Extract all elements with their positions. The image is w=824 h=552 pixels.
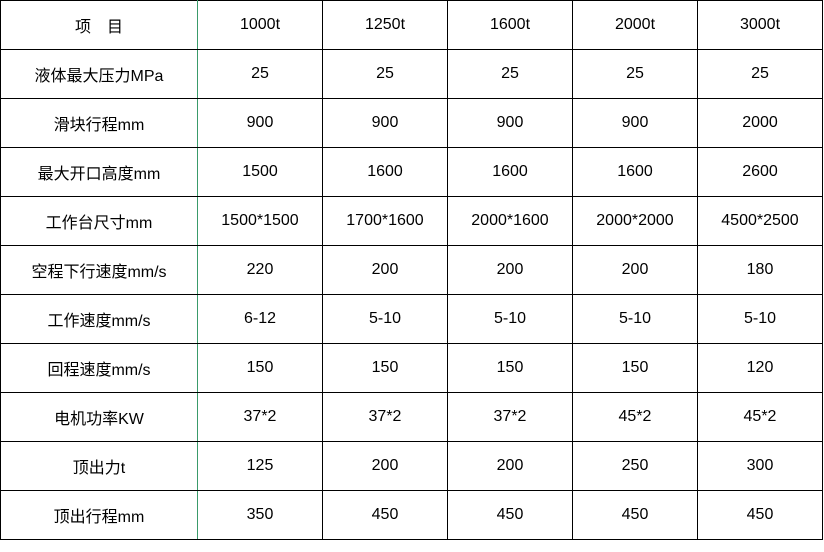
- value-cell: 1500: [197, 147, 323, 197]
- value-cell: 350: [197, 490, 323, 540]
- value-cell: 200: [447, 441, 573, 491]
- value-cell: 450: [322, 490, 448, 540]
- value-cell: 450: [447, 490, 573, 540]
- table-row: 回程速度mm/s 150 150 150 150 120: [0, 343, 823, 393]
- value-cell: 450: [697, 490, 823, 540]
- row-label: 顶出力t: [0, 441, 198, 491]
- row-label: 空程下行速度mm/s: [0, 245, 198, 295]
- value-cell: 45*2: [572, 392, 698, 442]
- table-row: 工作速度mm/s 6-12 5-10 5-10 5-10 5-10: [0, 294, 823, 344]
- value-cell: 2600: [697, 147, 823, 197]
- row-label: 电机功率KW: [0, 392, 198, 442]
- row-label: 工作速度mm/s: [0, 294, 198, 344]
- table-row: 最大开口高度mm 1500 1600 1600 1600 2600: [0, 147, 823, 197]
- value-cell: 200: [322, 245, 448, 295]
- value-cell: 250: [572, 441, 698, 491]
- value-cell: 300: [697, 441, 823, 491]
- value-cell: 1600: [322, 147, 448, 197]
- value-cell: 5-10: [697, 294, 823, 344]
- header-cell-model: 1000t: [197, 0, 323, 50]
- value-cell: 150: [572, 343, 698, 393]
- header-cell-model: 1250t: [322, 0, 448, 50]
- table-row: 液体最大压力MPa 25 25 25 25 25: [0, 49, 823, 99]
- table-row: 空程下行速度mm/s 220 200 200 200 180: [0, 245, 823, 295]
- row-label: 顶出行程mm: [0, 490, 198, 540]
- spec-table: 项 目 1000t 1250t 1600t 2000t 3000t 液体最大压力…: [0, 0, 823, 540]
- table-row: 顶出力t 125 200 200 250 300: [0, 441, 823, 491]
- value-cell: 900: [447, 98, 573, 148]
- table-row: 滑块行程mm 900 900 900 900 2000: [0, 98, 823, 148]
- value-cell: 900: [322, 98, 448, 148]
- row-label: 液体最大压力MPa: [0, 49, 198, 99]
- row-label: 最大开口高度mm: [0, 147, 198, 197]
- header-row: 项 目 1000t 1250t 1600t 2000t 3000t: [0, 0, 823, 50]
- table-row: 电机功率KW 37*2 37*2 37*2 45*2 45*2: [0, 392, 823, 442]
- value-cell: 25: [322, 49, 448, 99]
- value-cell: 25: [697, 49, 823, 99]
- value-cell: 6-12: [197, 294, 323, 344]
- row-label: 工作台尺寸mm: [0, 196, 198, 246]
- value-cell: 125: [197, 441, 323, 491]
- value-cell: 150: [322, 343, 448, 393]
- value-cell: 25: [197, 49, 323, 99]
- value-cell: 2000: [697, 98, 823, 148]
- value-cell: 2000*1600: [447, 196, 573, 246]
- value-cell: 180: [697, 245, 823, 295]
- value-cell: 5-10: [447, 294, 573, 344]
- value-cell: 150: [447, 343, 573, 393]
- value-cell: 25: [447, 49, 573, 99]
- table-row: 顶出行程mm 350 450 450 450 450: [0, 490, 823, 540]
- value-cell: 2000*2000: [572, 196, 698, 246]
- value-cell: 200: [447, 245, 573, 295]
- value-cell: 200: [322, 441, 448, 491]
- header-cell-model: 2000t: [572, 0, 698, 50]
- value-cell: 37*2: [197, 392, 323, 442]
- row-label: 滑块行程mm: [0, 98, 198, 148]
- value-cell: 450: [572, 490, 698, 540]
- value-cell: 120: [697, 343, 823, 393]
- value-cell: 4500*2500: [697, 196, 823, 246]
- value-cell: 220: [197, 245, 323, 295]
- value-cell: 45*2: [697, 392, 823, 442]
- value-cell: 5-10: [572, 294, 698, 344]
- value-cell: 1700*1600: [322, 196, 448, 246]
- value-cell: 25: [572, 49, 698, 99]
- value-cell: 150: [197, 343, 323, 393]
- value-cell: 1600: [447, 147, 573, 197]
- table-row: 工作台尺寸mm 1500*1500 1700*1600 2000*1600 2000*2…: [0, 196, 823, 246]
- value-cell: 900: [572, 98, 698, 148]
- value-cell: 900: [197, 98, 323, 148]
- value-cell: 1600: [572, 147, 698, 197]
- header-cell-model: 1600t: [447, 0, 573, 50]
- value-cell: 37*2: [322, 392, 448, 442]
- value-cell: 200: [572, 245, 698, 295]
- header-cell-model: 3000t: [697, 0, 823, 50]
- value-cell: 5-10: [322, 294, 448, 344]
- header-cell-item: 项 目: [0, 0, 198, 50]
- value-cell: 1500*1500: [197, 196, 323, 246]
- value-cell: 37*2: [447, 392, 573, 442]
- row-label: 回程速度mm/s: [0, 343, 198, 393]
